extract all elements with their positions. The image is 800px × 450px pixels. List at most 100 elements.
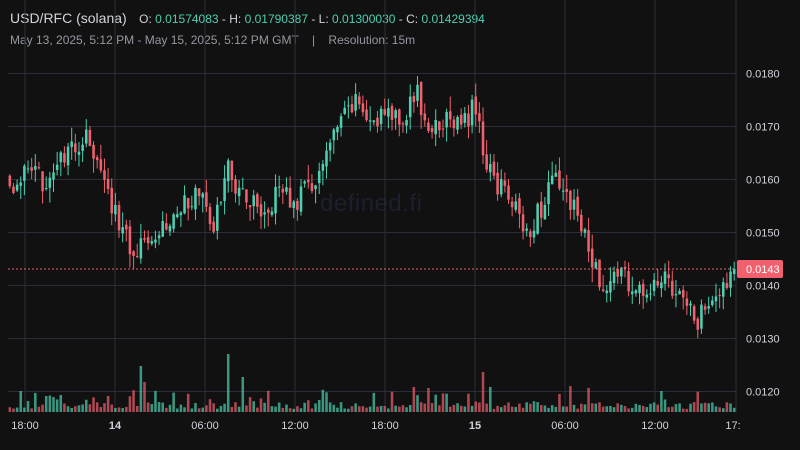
volume-bar (19, 391, 23, 412)
candle-body (161, 221, 164, 237)
volume-bar (296, 406, 299, 412)
volume-bar (34, 392, 37, 412)
volume-bar (230, 406, 234, 412)
volume-bar (416, 395, 419, 412)
candle-body (52, 172, 55, 180)
volume-bar (336, 407, 339, 412)
volume-bar (649, 403, 652, 412)
last-price-label: 0.0143 (746, 264, 780, 276)
volume-bar (678, 403, 681, 412)
y-tick-label: 0.0150 (746, 228, 780, 240)
volume-bar (452, 404, 456, 412)
close-value: 0.01429394 (421, 12, 485, 26)
volume-bar (638, 405, 641, 412)
volume-bar (201, 407, 205, 412)
volume-bar (103, 403, 106, 412)
candle-body (467, 113, 470, 127)
volume-bar (357, 406, 361, 412)
candle-body (143, 238, 146, 240)
candle-body (729, 271, 732, 288)
candle-body (427, 122, 430, 131)
volume-bar (150, 404, 154, 412)
volume-bar (390, 391, 394, 412)
volume-bar (703, 402, 707, 412)
volume-bar (430, 403, 434, 412)
candle-body (281, 188, 285, 193)
candle-body (620, 267, 623, 277)
candle-body (412, 95, 416, 103)
volume-bar (183, 407, 186, 412)
volume-bar (241, 377, 245, 412)
candle-body (336, 127, 339, 133)
candle-body (580, 215, 583, 232)
volume-bar (379, 405, 383, 412)
volume-bar (496, 405, 499, 412)
candle-body (270, 211, 274, 215)
candle-body (263, 212, 266, 215)
volume-bar (394, 405, 397, 412)
volume-bar (419, 402, 423, 412)
volume-bar (154, 390, 157, 412)
candle-body (463, 112, 467, 123)
volume-bar (223, 403, 226, 412)
candle-body (328, 142, 332, 151)
candle-body (205, 192, 208, 207)
candle-body (201, 193, 205, 198)
volume-bar (55, 399, 59, 412)
candle-body (288, 187, 292, 208)
volume-bar (725, 402, 729, 412)
candles (8, 76, 736, 339)
last-price-tag (737, 260, 783, 279)
candle-body (671, 280, 674, 296)
candle-body (667, 274, 670, 279)
volume-bar (732, 407, 736, 412)
volume-bar (361, 406, 365, 412)
volume-bar (408, 405, 412, 412)
candle-body (314, 185, 317, 190)
volume-bar (354, 403, 357, 412)
high-key: H: (229, 12, 242, 26)
volume-bar (270, 406, 274, 412)
volume-bar (663, 399, 667, 412)
volume-bar (485, 403, 488, 412)
volume-bar (285, 404, 288, 412)
volume-bar (281, 407, 285, 412)
candle-body (55, 164, 59, 170)
volume-bar (434, 394, 437, 412)
candle-body (310, 183, 314, 192)
chart-header: USD/RFC (solana) O: 0.01574083 - H: 0.01… (10, 10, 485, 28)
candle-body (350, 104, 354, 113)
candle-body (339, 116, 343, 128)
volume-bar (529, 403, 532, 412)
volume-bar (208, 399, 212, 412)
candle-body (641, 283, 645, 296)
candle-body (59, 152, 63, 163)
volume-bar (259, 398, 263, 412)
candle-body (703, 306, 707, 310)
date-range: May 13, 2025, 5:12 PM - May 15, 2025, 5:… (10, 33, 299, 47)
candle-body (416, 84, 419, 101)
volume-bar (332, 404, 336, 412)
candle-body (481, 121, 485, 156)
symbol-title[interactable]: USD/RFC (solana) (10, 10, 127, 26)
candle-body (241, 188, 245, 190)
low-key: L: (318, 12, 329, 26)
candle-body (114, 204, 117, 215)
volume-bar (15, 407, 19, 412)
candle-body (405, 120, 408, 126)
candle-body (489, 164, 492, 173)
volume-bar (256, 407, 259, 412)
candle-body (543, 204, 547, 220)
volume-bar (44, 395, 48, 412)
candle-body (448, 111, 452, 120)
candle-body (678, 290, 681, 295)
candle-body (190, 206, 194, 208)
resolution-label[interactable]: Resolution: 15m (328, 33, 416, 47)
volume-bar (12, 408, 15, 412)
volume-bar (459, 405, 463, 412)
volume-bar (696, 391, 700, 412)
volume-bar (543, 405, 547, 412)
candle-body (277, 186, 281, 188)
volume-bar (445, 393, 448, 412)
